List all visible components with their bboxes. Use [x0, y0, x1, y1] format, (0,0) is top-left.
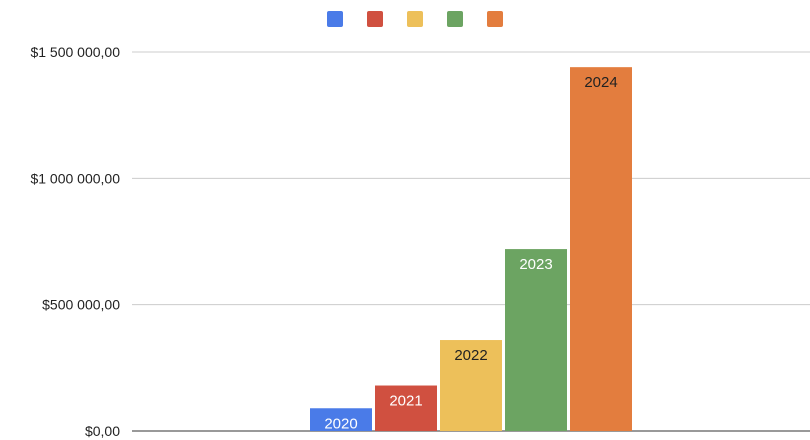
legend-swatch-2021[interactable]: [367, 11, 383, 27]
bars: 2020 2021 2022 2023 2024: [310, 67, 632, 432]
bar-2020: [310, 408, 372, 431]
bar-2024: [570, 67, 632, 431]
y-tick-label: $0,00: [85, 423, 120, 439]
legend-swatch-2023[interactable]: [447, 11, 463, 27]
bar-label-2024: 2024: [584, 74, 617, 91]
y-axis-tick-labels: $0,00 $500 000,00 $1 000 000,00 $1 500 000,…: [30, 44, 120, 439]
y-tick-label: $500 000,00: [42, 297, 120, 313]
legend-swatch-2022[interactable]: [407, 11, 423, 27]
y-tick-label: $1 500 000,00: [30, 44, 120, 60]
bar-label-2020: 2020: [324, 415, 357, 432]
legend-swatch-2024[interactable]: [487, 11, 503, 27]
legend-swatch-2020[interactable]: [327, 11, 343, 27]
y-tick-label: $1 000 000,00: [30, 170, 120, 186]
bar-2022: [440, 340, 502, 431]
legend: [327, 11, 503, 27]
bar-label-2021: 2021: [389, 393, 422, 410]
bar-2023: [505, 249, 567, 431]
bar-label-2023: 2023: [519, 256, 552, 273]
bar-label-2022: 2022: [454, 347, 487, 364]
bar-2021: [375, 385, 437, 431]
